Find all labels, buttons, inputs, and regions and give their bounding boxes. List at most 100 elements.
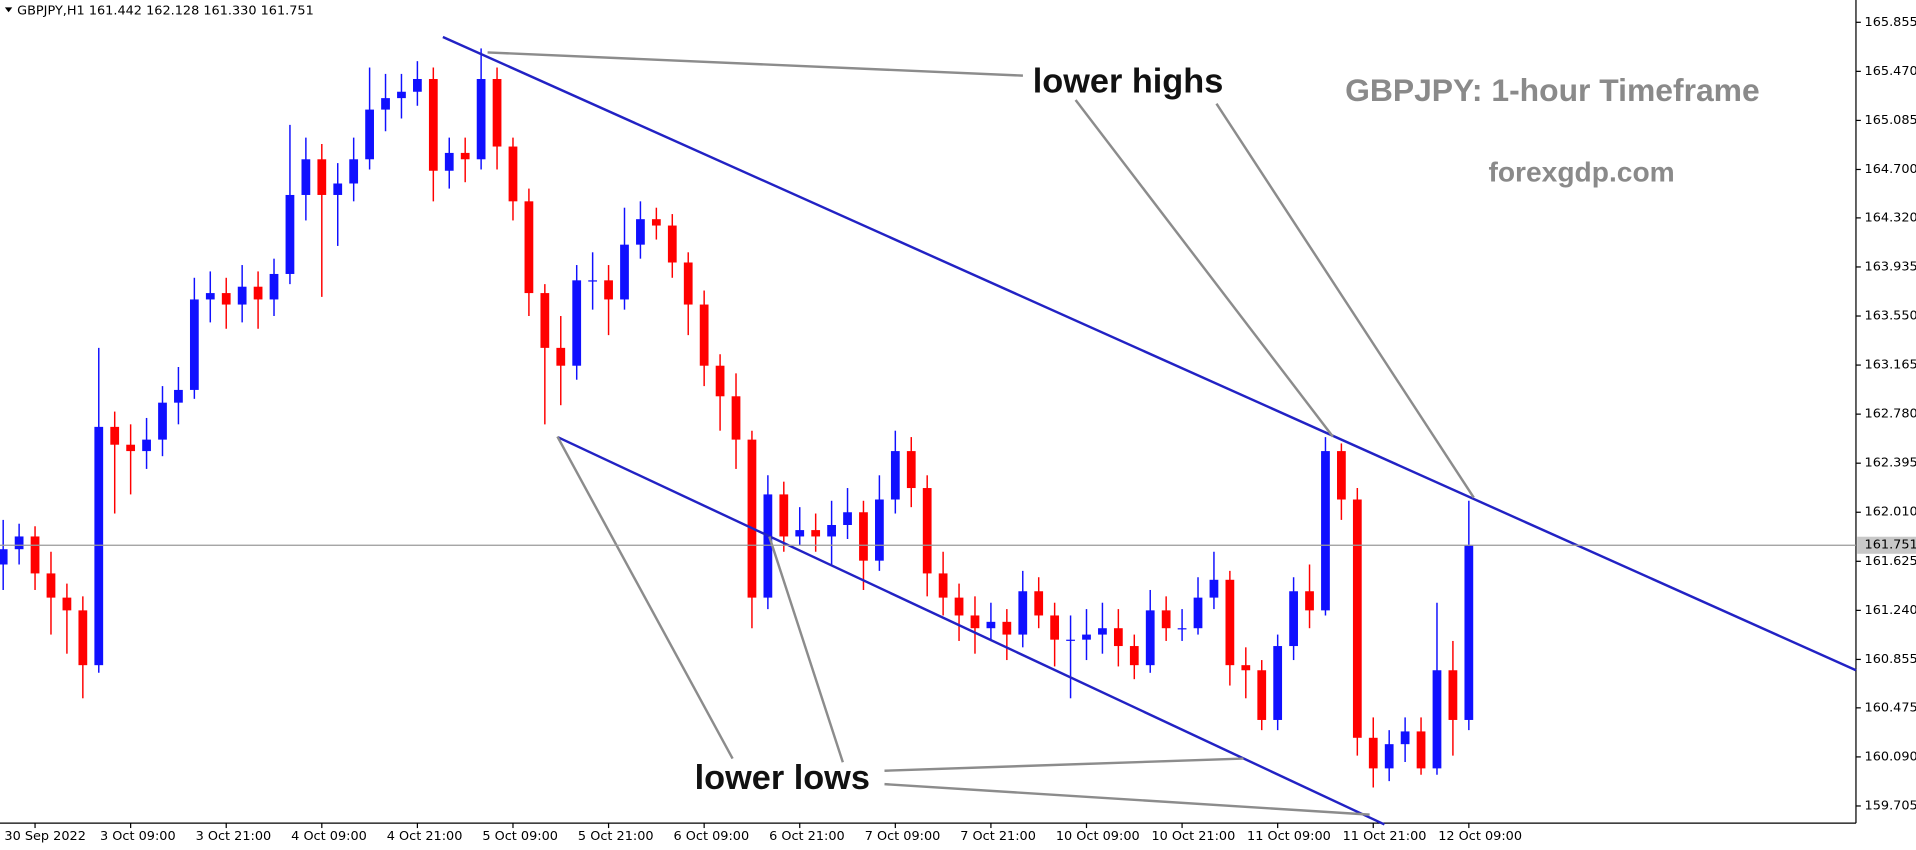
candle-body [428,79,438,171]
candle-body [1241,665,1251,671]
candle-body [938,573,948,598]
candle-body [1400,731,1410,745]
candle-body [1432,670,1442,769]
y-tick-label: 162.395 [1865,456,1916,471]
y-tick-label: 162.010 [1865,505,1916,520]
candle-body [604,280,613,300]
chart-title: GBPJPY: 1-hour Timeframe [1345,72,1760,108]
ticks: 165.855 165.470 165.085 164.700 164.320 163.9… [4,15,1916,844]
candle-body [827,524,836,537]
y-tick-label: 163.165 [1865,358,1916,373]
candle-body [699,304,709,366]
candle-body [444,152,454,171]
current-price-label: 161.751 [1865,538,1916,553]
candle-body [970,615,980,629]
pointer-line [884,782,1370,816]
candles [0,35,1857,826]
candle-body [1273,646,1283,720]
candle-body [1225,579,1235,666]
candle-body [492,79,502,147]
chart-header: GBPJPY,H1 161.442 162.128 161.330 161.75… [17,3,314,18]
candle-body [158,402,167,440]
y-tick-label: 161.240 [1865,603,1916,618]
candle-body [811,530,821,537]
candle-body [30,536,40,574]
candle-body [285,194,295,274]
x-tick-label: 7 Oct 09:00 [865,829,941,844]
candle-body [683,262,693,305]
candle-body [1177,628,1187,630]
candle-body [1145,610,1155,666]
candle-body [843,512,852,525]
x-tick-label: 11 Oct 21:00 [1343,829,1427,844]
candle-body [1161,610,1171,629]
candle-body [1305,591,1314,611]
candle-body [237,286,247,305]
candle-body [508,146,518,202]
candle-body [1098,628,1107,635]
candle-body [651,219,661,226]
candle-body [126,444,136,452]
annotation: lower highs [1033,63,1224,101]
candle-body [731,396,741,440]
y-tick-label: 164.700 [1865,162,1916,177]
candle-body [1129,646,1139,666]
candle-body [62,597,72,611]
candle-body [588,280,598,282]
candle-body [78,610,88,666]
candle-body [0,549,8,565]
candle-body [875,499,884,561]
candle-body [1082,634,1091,640]
x-tick-label: 4 Oct 09:00 [291,829,367,844]
candle-body [1289,591,1298,647]
y-tick-label: 165.855 [1865,15,1916,30]
pointer-line [556,436,734,760]
candle-body [747,439,757,598]
y-tick-label: 160.090 [1865,749,1916,764]
x-tick-label: 30 Sep 2022 [4,829,85,844]
candle-body [14,536,24,550]
candle-body [253,286,263,300]
pointer-line [1215,102,1475,499]
x-tick-label: 6 Oct 21:00 [769,829,845,844]
candle-body [205,293,215,300]
x-tick-label: 11 Oct 09:00 [1247,829,1331,844]
candle-body [906,451,916,489]
candle-body [460,152,470,160]
x-tick-label: 12 Oct 09:00 [1438,829,1522,844]
candle-body [397,91,406,99]
y-tick-label: 164.320 [1865,210,1916,225]
candle-body [540,293,550,348]
pointer-line [768,536,845,763]
candle-body [365,109,374,160]
candle-body [269,273,279,300]
pointer-line [884,757,1244,772]
trendline [442,35,1857,672]
candle-body [779,494,789,537]
y-tick-label: 163.935 [1865,259,1916,274]
candle-body [413,79,422,92]
candle-body [763,494,773,598]
y-tick-label: 165.470 [1865,64,1916,79]
candle-body [333,183,343,195]
candle-body [1209,579,1219,598]
candle-body [1050,615,1060,640]
candle-body [46,573,56,598]
candle-body [572,280,582,366]
candle-body [1464,545,1474,720]
candle-body [890,451,900,500]
candle-body [986,621,996,629]
candle-body [715,365,725,397]
candle-body [620,244,629,300]
candle-body [1018,591,1028,635]
candle-body [1113,628,1123,647]
candle-body [1321,451,1330,611]
y-tick-label: 160.855 [1865,652,1916,667]
pointer-line [487,51,1023,77]
y-tick-label: 165.085 [1865,113,1916,128]
candle-body [524,201,534,294]
candle-body [1066,639,1075,641]
